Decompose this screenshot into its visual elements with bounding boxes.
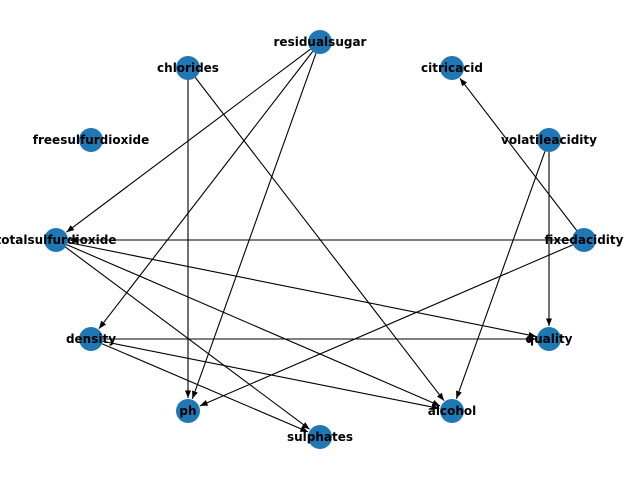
node-label-fixedacidity: fixedacidity	[545, 233, 624, 247]
node-label-freesulfurdioxide: freesulfurdioxide	[33, 133, 149, 147]
edge-chlorides-to-alcohol	[194, 77, 445, 402]
node-alcohol	[440, 399, 464, 423]
edge-totalsulfurdioxide-to-quality	[67, 241, 537, 338]
edge-volatileacidity-to-alcohol	[455, 151, 546, 399]
node-citricacid	[440, 56, 464, 80]
labels-layer: residualsugar chlorides citricacid freesulf…	[0, 35, 624, 444]
node-sulphates	[308, 425, 332, 449]
node-density	[79, 327, 103, 351]
edge-fixedacidity-to-ph	[199, 244, 574, 407]
node-label-residualsugar: residualsugar	[274, 35, 367, 49]
edge-density-to-alcohol	[102, 340, 440, 410]
node-label-volatileacidity: volatileacidity	[501, 133, 597, 147]
edge-residualsugar-to-density	[98, 51, 314, 330]
node-label-totalsulfurdioxide: totalsulfurdioxide	[0, 233, 116, 247]
node-volatileacidity	[537, 128, 561, 152]
edge-density-to-sulphates	[101, 343, 309, 433]
node-residualsugar	[308, 30, 332, 54]
node-label-alcohol: alcohol	[428, 404, 476, 418]
nodes-layer	[44, 30, 596, 449]
node-label-citricacid: citricacid	[421, 61, 483, 75]
node-quality	[537, 327, 561, 351]
node-label-sulphates: sulphates	[287, 430, 353, 444]
edges-layer	[65, 48, 578, 433]
node-ph	[176, 399, 200, 423]
edge-fixedacidity-to-citricacid	[459, 77, 578, 231]
node-label-ph: ph	[179, 404, 196, 418]
node-label-density: density	[66, 332, 116, 346]
node-totalsulfurdioxide	[44, 228, 68, 252]
edge-totalsulfurdioxide-to-sulphates	[65, 246, 310, 430]
node-freesulfurdioxide	[79, 128, 103, 152]
node-label-chlorides: chlorides	[157, 61, 219, 75]
node-fixedacidity	[572, 228, 596, 252]
edge-totalsulfurdioxide-to-alcohol	[66, 244, 441, 407]
node-label-quality: quality	[525, 332, 572, 346]
node-chlorides	[176, 56, 200, 80]
edge-residualsugar-to-ph	[191, 53, 317, 399]
